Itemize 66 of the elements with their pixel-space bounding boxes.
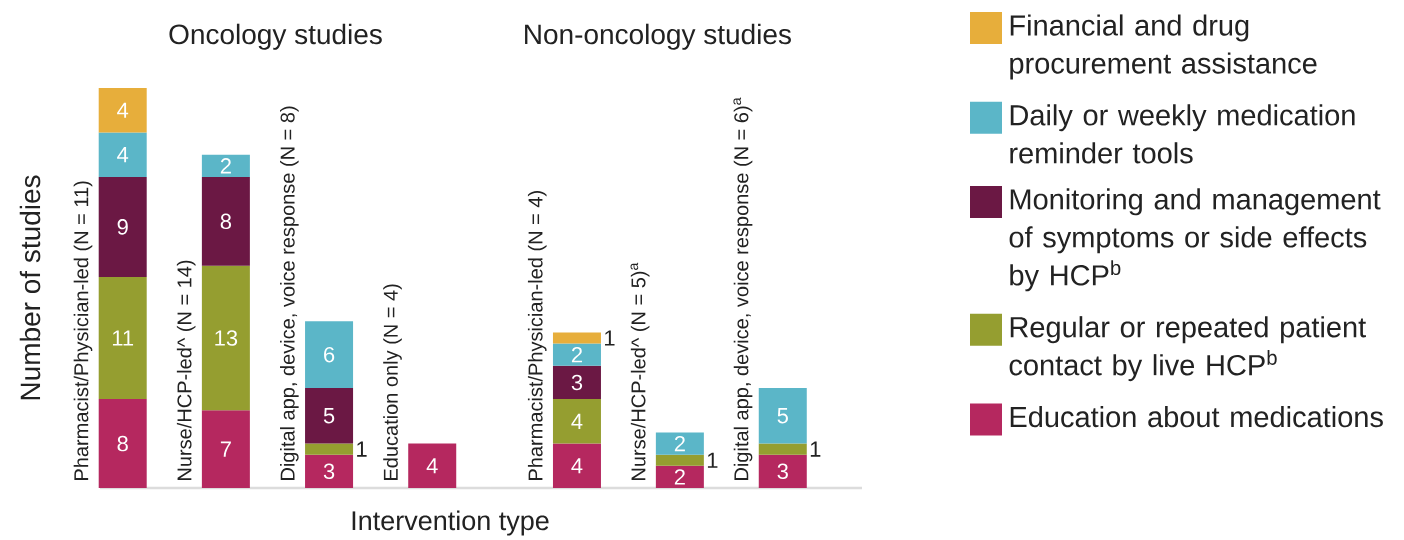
y-axis-title: Number of studies xyxy=(19,175,41,400)
data-label: 3 xyxy=(571,374,583,391)
bar xyxy=(98,176,147,277)
data-label: 2 xyxy=(220,158,231,174)
x-tick-label: Nurse/HCP-led^ (N = 5)$^{a}$ xyxy=(630,262,650,480)
data-label: 6 xyxy=(324,346,335,363)
x-tick-label: Digital app, device, voice response (N = 8) xyxy=(280,106,299,480)
data-label: 5 xyxy=(323,408,335,424)
bar xyxy=(552,399,601,444)
x-tick-label: Pharmacist/Physician-led (N = 4) xyxy=(527,191,547,480)
legend-label: Monitoring and management of symptoms or side effects by HCP$^{b}$ xyxy=(1009,188,1381,292)
data-label: 2 xyxy=(571,347,582,363)
data-label: 7 xyxy=(220,441,231,457)
data-label: 3 xyxy=(323,463,335,480)
bar xyxy=(552,332,601,344)
chart-title: Non-oncology studies xyxy=(525,23,791,50)
data-label: 9 xyxy=(117,219,128,235)
bar xyxy=(201,410,250,488)
bar xyxy=(305,321,354,388)
bar xyxy=(552,343,601,366)
data-label: 2 xyxy=(674,469,685,485)
bar xyxy=(201,265,250,411)
bar xyxy=(552,365,601,400)
data-label: 3 xyxy=(777,463,788,480)
bar xyxy=(98,276,147,400)
chart-title: Oncology studies xyxy=(169,23,382,50)
bar xyxy=(305,443,354,455)
legend-label: Education about medications xyxy=(1010,405,1383,428)
bar xyxy=(655,454,704,466)
legend-label: Financial and drug procurement assistance xyxy=(1010,14,1317,80)
x-tick-label: Pharmacist/Physician-led (N = 11) xyxy=(73,181,93,480)
bar xyxy=(758,387,807,444)
x-tick-label: Education only (N = 4) xyxy=(383,284,402,480)
data-label: 8 xyxy=(117,435,128,452)
data-label: 4 xyxy=(117,102,129,118)
bar xyxy=(758,454,807,488)
data-label: 4 xyxy=(426,458,438,474)
data-label: 1 xyxy=(707,452,718,468)
x-axis-title: Intervention type xyxy=(352,510,549,536)
bar xyxy=(552,443,601,488)
legend-label: Daily or weekly medication reminder tools xyxy=(1010,104,1355,164)
bar xyxy=(201,176,250,266)
data-label: 11 xyxy=(112,330,134,346)
data-label: 4 xyxy=(117,147,129,163)
data-label: 4 xyxy=(571,458,583,474)
bar xyxy=(305,387,354,444)
bar xyxy=(408,443,457,488)
x-tick-label: Nurse/HCP-led^ (N = 14) xyxy=(176,260,196,480)
bar xyxy=(655,465,704,488)
data-label: 2 xyxy=(674,435,685,452)
x-tick-label: Digital app, device, voice response (N = 6)$^{a}$ xyxy=(733,97,753,480)
data-label: 4 xyxy=(571,413,583,429)
bar xyxy=(98,399,147,488)
legend-label: Regular or repeated patient contact by live HCP$^{b}$ xyxy=(1009,316,1366,382)
bar xyxy=(201,154,250,177)
data-label: 1 xyxy=(357,441,367,457)
bar xyxy=(305,454,354,488)
bar xyxy=(758,443,807,455)
bar xyxy=(655,432,704,455)
data-label: 1 xyxy=(605,330,615,346)
data-label: 8 xyxy=(220,213,232,230)
data-label: 13 xyxy=(215,330,238,346)
data-label: 1 xyxy=(810,441,821,457)
data-label: 5 xyxy=(777,408,788,424)
bar xyxy=(98,132,147,177)
bar xyxy=(98,88,147,133)
